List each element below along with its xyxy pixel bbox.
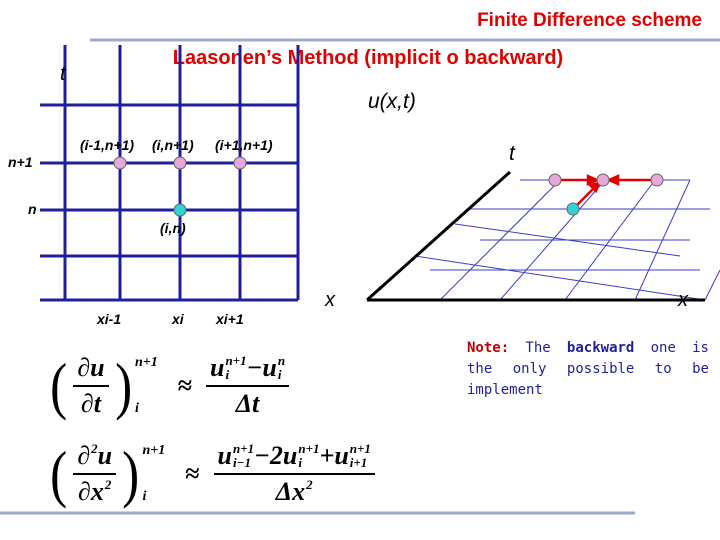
node-label: (i,n) xyxy=(160,220,186,236)
paren: ( xyxy=(50,350,68,421)
math-token: ∂x xyxy=(78,477,104,506)
t-axis xyxy=(365,170,512,302)
surface-nodes xyxy=(548,173,664,216)
t-label: t xyxy=(60,63,67,85)
math-token: − xyxy=(246,353,263,382)
superscript: n+1 xyxy=(225,353,247,368)
denominator: ∂x 2 xyxy=(74,475,115,507)
fraction: ∂ 2 u ∂x 2 xyxy=(73,441,117,507)
denominator: Δx 2 xyxy=(272,475,317,507)
stencil-arrows xyxy=(556,174,656,210)
subscript: i xyxy=(298,455,302,470)
numerator: ∂ 2 u xyxy=(73,441,117,475)
row-label: n xyxy=(28,201,37,217)
subtitle: Laasonen’s Method (implicit o backward) xyxy=(173,47,563,69)
scripts: 2 xyxy=(306,478,313,506)
superscript: n+1 xyxy=(349,441,371,456)
superscript: 2 xyxy=(91,441,98,456)
scripts: n+1 i xyxy=(135,340,158,432)
numerator: u n+1 i−1−2u n+1 i + u n+1 i+1 xyxy=(213,441,375,475)
grid-nodes xyxy=(113,156,247,217)
title: Finite Difference scheme xyxy=(477,10,702,31)
scripts: 2 xyxy=(105,478,112,506)
superscript: 2 xyxy=(306,477,313,492)
x-label: x xyxy=(677,289,689,311)
scripts: n+1 i xyxy=(225,354,246,382)
math-token: Δx xyxy=(275,477,306,506)
grid xyxy=(40,45,300,302)
math-token: u xyxy=(209,353,225,382)
math-token: u xyxy=(217,441,232,470)
math-token: u xyxy=(262,353,277,382)
note-text: one is the only possible to be implement xyxy=(467,340,709,398)
equation: (∂ 2 u ∂x 2 ) n+1 i ≈ u n+1 i−1−2u n+1 i + u n+1 i+1 Δx 2 xyxy=(48,428,379,520)
numerator: ∂u xyxy=(73,353,109,387)
math-token: ∂ xyxy=(77,441,91,470)
paren: ( xyxy=(50,438,68,509)
note-text: The xyxy=(525,340,551,356)
node-label: (i-1,n+1) xyxy=(80,137,134,153)
x-label: x xyxy=(324,289,336,311)
numerator: u n+1 i − u n i xyxy=(205,353,290,387)
subscript: i xyxy=(277,367,282,382)
node-label: (i+1,n+1) xyxy=(215,137,273,153)
spacer xyxy=(105,492,112,506)
math-token: u xyxy=(334,441,349,470)
scripts: n+1 i xyxy=(142,428,165,520)
math-token: Δt xyxy=(235,389,260,418)
math-token: ∂u xyxy=(77,353,105,382)
superscript: n+1 xyxy=(142,443,166,458)
superscript: n+1 xyxy=(298,441,320,456)
denominator: ∂t xyxy=(77,387,105,419)
u-label: u(x,t) xyxy=(368,90,416,113)
superscript: 2 xyxy=(104,477,112,492)
scripts: n+1 i+1 xyxy=(350,442,371,470)
spacer xyxy=(306,492,313,506)
superscript: n+1 xyxy=(232,441,255,456)
denominator: Δt xyxy=(232,387,264,419)
t-label: t xyxy=(509,142,516,165)
fraction: ∂u ∂t xyxy=(73,353,109,419)
subscript: i xyxy=(225,367,230,382)
subscript: i xyxy=(134,401,139,416)
fraction: u n+1 i − u n i Δt xyxy=(205,353,290,419)
scripts: n+1 i−1 xyxy=(233,442,254,470)
col-label: xi-1 xyxy=(96,311,121,327)
fraction: u n+1 i−1−2u n+1 i + u n+1 i+1 Δx 2 xyxy=(213,441,375,507)
superscript: n xyxy=(277,353,286,368)
note-label: Note: xyxy=(467,340,510,356)
subscript: i+1 xyxy=(349,455,368,470)
paren: ) xyxy=(114,350,132,421)
surface-grid xyxy=(414,179,720,301)
math-token: u xyxy=(97,441,113,470)
paren: ) xyxy=(122,438,140,509)
subscript: i xyxy=(142,489,147,504)
note-emph: backward xyxy=(566,340,635,356)
note: Note: The backward one is the only possi… xyxy=(467,338,709,401)
scripts: 2 xyxy=(91,442,98,470)
subscript: i−1 xyxy=(232,455,251,470)
approx: ≈ xyxy=(177,371,192,400)
col-label: xi+1 xyxy=(215,311,244,327)
approx: ≈ xyxy=(185,459,200,488)
math-token: − xyxy=(254,441,270,470)
row-label: n+1 xyxy=(8,154,33,170)
math-token: ∂t xyxy=(80,389,101,418)
scripts: n+1 i xyxy=(298,442,319,470)
superscript: n+1 xyxy=(134,355,158,370)
equation: (∂u ∂t) n+1 i ≈ u n+1 i − u n i Δt xyxy=(48,340,293,432)
node-label: (i,n+1) xyxy=(152,137,194,153)
math-token: + xyxy=(319,441,335,470)
math-token: 2u xyxy=(269,441,298,470)
col-label: xi xyxy=(171,311,185,327)
